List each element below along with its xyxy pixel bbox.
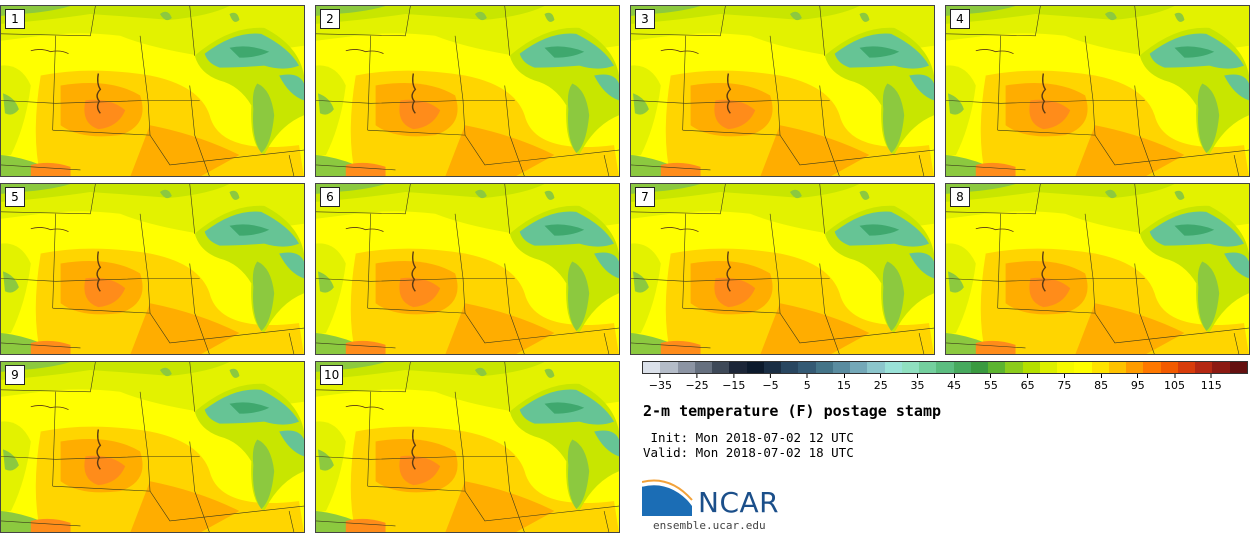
colorbar-segment [694, 362, 712, 373]
panel-label: 8 [950, 187, 970, 207]
colorbar-tick: 105 [1164, 374, 1185, 392]
colorbar-segment [1212, 362, 1230, 373]
colorbar-segment [1108, 362, 1126, 373]
ncar-logo-text: NCAR [698, 486, 780, 519]
panel-4: 4 [945, 5, 1250, 177]
colorbar-segment [919, 362, 937, 373]
panel-8: 8 [945, 183, 1250, 355]
panel-label: 6 [320, 187, 340, 207]
colorbar-tick: −35 [649, 374, 672, 392]
colorbar-segment [988, 362, 1006, 373]
init-time: Init: Mon 2018-07-02 12 UTC [643, 430, 854, 445]
temperature-map [316, 362, 619, 532]
colorbar-segment [970, 362, 988, 373]
colorbar-tick: 55 [984, 374, 998, 392]
colorbar-segment [815, 362, 833, 373]
panel-label: 4 [950, 9, 970, 29]
temperature-map [1, 6, 304, 176]
panel-5: 5 [0, 183, 305, 355]
panel-10: 10 [315, 361, 620, 533]
colorbar-segment [1039, 362, 1057, 373]
temperature-map [316, 6, 619, 176]
colorbar-segment [781, 362, 799, 373]
colorbar-tick: 115 [1201, 374, 1222, 392]
panel-label: 5 [5, 187, 25, 207]
panel-label: 10 [320, 365, 344, 385]
colorbar-tick: 65 [1021, 374, 1035, 392]
colorbar-tick: −15 [722, 374, 745, 392]
panel-label: 9 [5, 365, 25, 385]
panel-label: 7 [635, 187, 655, 207]
colorbar-segment [712, 362, 730, 373]
colorbar-segment [901, 362, 919, 373]
colorbar-segment [660, 362, 678, 373]
colorbar-segment [746, 362, 764, 373]
colorbar-segment [850, 362, 868, 373]
colorbar-segment [798, 362, 816, 373]
colorbar-segment [936, 362, 954, 373]
temperature-map [946, 6, 1249, 176]
colorbar-segment [1126, 362, 1144, 373]
colorbar-segment [1074, 362, 1092, 373]
colorbar-segment [729, 362, 747, 373]
panel-9: 9 [0, 361, 305, 533]
colorbar-segment [953, 362, 971, 373]
colorbar-segment [884, 362, 902, 373]
temperature-map [946, 184, 1249, 354]
temperature-map [1, 362, 304, 532]
colorbar-segment [1177, 362, 1195, 373]
colorbar [642, 361, 1248, 374]
panel-6: 6 [315, 183, 620, 355]
colorbar-tick: 25 [874, 374, 888, 392]
panel-label: 3 [635, 9, 655, 29]
colorbar-tick: 85 [1094, 374, 1108, 392]
colorbar-segment [763, 362, 781, 373]
colorbar-segment [1143, 362, 1161, 373]
colorbar-segment [867, 362, 885, 373]
temperature-map [316, 184, 619, 354]
panel-2: 2 [315, 5, 620, 177]
temperature-map [631, 184, 934, 354]
colorbar-tick: 35 [910, 374, 924, 392]
colorbar-tick: 75 [1057, 374, 1071, 392]
colorbar-segment [1022, 362, 1040, 373]
colorbar-tick: 95 [1131, 374, 1145, 392]
colorbar-tick: 5 [804, 374, 811, 392]
colorbar-segment [1229, 362, 1247, 373]
colorbar-tick: 15 [837, 374, 851, 392]
colorbar-segment [832, 362, 850, 373]
colorbar-segment [1195, 362, 1213, 373]
panel-label: 2 [320, 9, 340, 29]
colorbar-segment [1057, 362, 1075, 373]
colorbar-tick: −25 [685, 374, 708, 392]
colorbar-tick: 45 [947, 374, 961, 392]
colorbar-segment [1091, 362, 1109, 373]
ncar-logo-icon [642, 479, 693, 516]
temperature-map [1, 184, 304, 354]
temperature-map [631, 6, 934, 176]
colorbar-segment [1005, 362, 1023, 373]
colorbar-tick: −5 [762, 374, 778, 392]
panel-3: 3 [630, 5, 935, 177]
website-text: ensemble.ucar.edu [653, 519, 766, 532]
colorbar-segment [677, 362, 695, 373]
panel-label: 1 [5, 9, 25, 29]
panel-7: 7 [630, 183, 935, 355]
colorbar-ticks: −35 −25 −15 −5 5 15 25 35 45 55 65 75 85… [642, 374, 1248, 394]
plot-title: 2-m temperature (F) postage stamp [643, 402, 942, 420]
valid-time: Valid: Mon 2018-07-02 18 UTC [643, 445, 854, 460]
panel-1: 1 [0, 5, 305, 177]
colorbar-segment [1160, 362, 1178, 373]
colorbar-segment [643, 362, 661, 373]
